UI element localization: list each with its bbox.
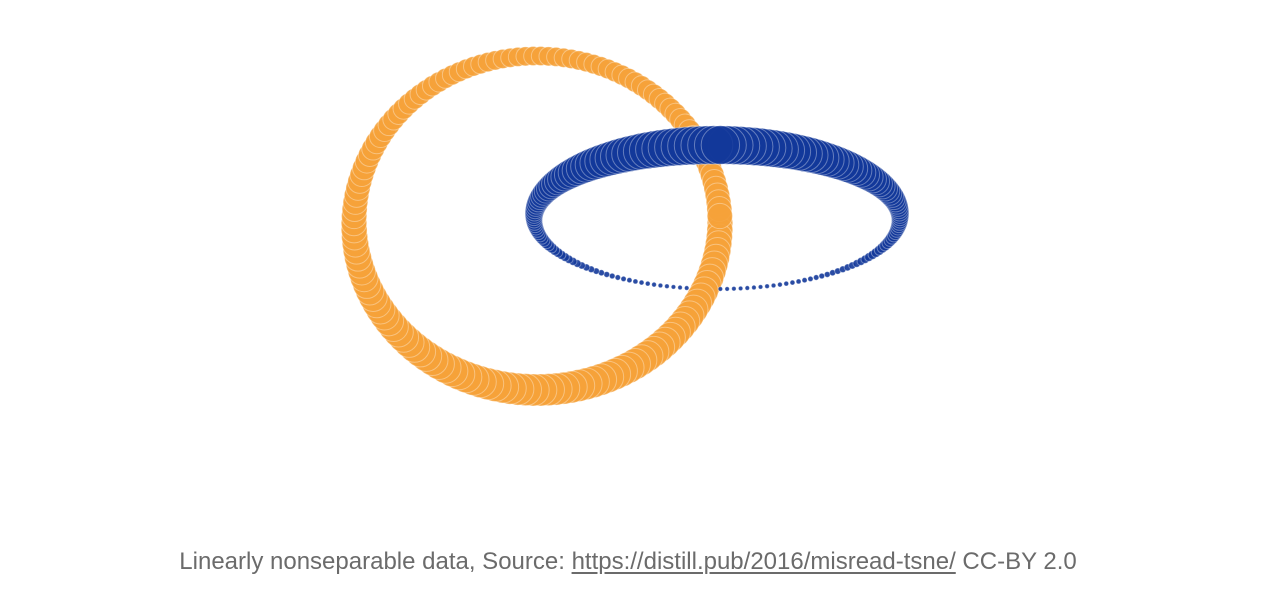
source-link[interactable]: https://distill.pub/2016/misread-tsne/ bbox=[571, 548, 956, 575]
figure-caption: Linearly nonseparable data, Source: http… bbox=[0, 544, 1256, 580]
linked-rings-svg bbox=[340, 46, 910, 407]
blue-ring-dot bbox=[813, 274, 820, 281]
blue-ring-dot bbox=[657, 282, 664, 289]
blue-ring-dot bbox=[770, 282, 777, 289]
blue-ring-front-half bbox=[524, 125, 910, 292]
blue-ring-dot bbox=[664, 283, 670, 290]
caption-suffix: CC-BY 2.0 bbox=[955, 548, 1077, 575]
blue-ring-dot bbox=[677, 284, 683, 291]
blue-ring-dot bbox=[751, 284, 757, 291]
blue-ring-dot bbox=[764, 283, 770, 290]
blue-ring-dot bbox=[638, 279, 645, 286]
blue-ring-dot bbox=[818, 272, 826, 280]
blue-ring-dot bbox=[795, 278, 802, 285]
blue-ring-dot bbox=[632, 278, 639, 285]
blue-ring-dot bbox=[651, 281, 657, 288]
blue-ring-dot bbox=[807, 275, 814, 283]
blue-ring-dot bbox=[777, 281, 783, 288]
caption-prefix: Linearly nonseparable data, Source: bbox=[179, 548, 572, 575]
blue-ring-dot bbox=[724, 286, 730, 292]
blue-ring-dot bbox=[644, 280, 651, 287]
blue-ring-dot bbox=[670, 284, 677, 290]
blue-ring-dot bbox=[700, 125, 741, 165]
blue-ring-back-half bbox=[525, 210, 717, 292]
blue-ring-dot bbox=[683, 285, 690, 291]
blue-ring-dot bbox=[717, 286, 724, 292]
blue-ring-dot bbox=[620, 275, 627, 283]
blue-ring-dot bbox=[789, 279, 796, 286]
blue-ring-dot bbox=[614, 274, 621, 281]
orange-ring-dot bbox=[706, 202, 733, 230]
blue-ring-dot bbox=[801, 277, 808, 284]
blue-ring-dot bbox=[731, 285, 737, 292]
blue-ring-dot bbox=[737, 285, 744, 292]
blue-ring-dot bbox=[757, 284, 764, 290]
blue-ring-dot bbox=[744, 285, 751, 291]
orange-ring bbox=[340, 46, 734, 407]
blue-ring-dot bbox=[608, 272, 616, 280]
linked-rings-figure bbox=[340, 46, 910, 407]
blue-ring-dot bbox=[783, 280, 790, 287]
blue-ring-dot bbox=[626, 277, 633, 284]
